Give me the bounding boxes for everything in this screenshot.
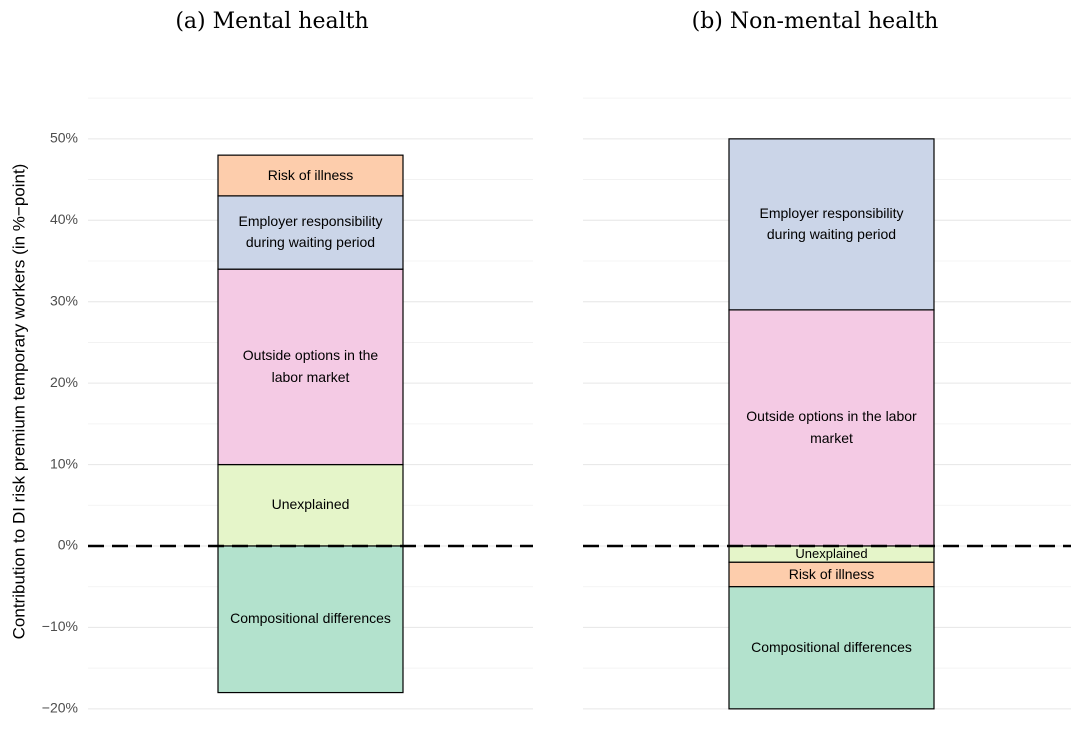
bar-segment bbox=[728, 138, 935, 311]
segment-label: Outside options in the labor market bbox=[242, 347, 379, 385]
segment-label-box: Risk of illness bbox=[267, 166, 354, 183]
segment-label-box: Outside options in the labor market bbox=[746, 408, 917, 446]
segment-label-box: Employer responsibility during waiting p… bbox=[238, 212, 383, 251]
bar-segment bbox=[217, 268, 404, 466]
y-tick-label: 40% bbox=[50, 211, 78, 227]
bar-segment bbox=[728, 586, 935, 710]
y-tick-label: 30% bbox=[50, 292, 78, 308]
panel-title: (a) Mental health bbox=[175, 9, 368, 34]
y-tick-label: 10% bbox=[50, 455, 78, 471]
segment-label: Compositional differences bbox=[230, 610, 391, 627]
panel-title: (b) Non-mental health bbox=[692, 9, 939, 34]
segment-label-box: Risk of illness bbox=[788, 565, 875, 582]
y-tick-label: −10% bbox=[42, 618, 78, 634]
y-tick-label: 50% bbox=[50, 130, 78, 146]
segment-label: Employer responsibility during waiting p… bbox=[759, 204, 904, 243]
segment-label: Compositional differences bbox=[751, 638, 912, 655]
bar-segment bbox=[217, 195, 404, 270]
segment-label-box: Compositional differences bbox=[230, 610, 391, 627]
segment-label: Unexplained bbox=[795, 546, 868, 562]
segment-label: Risk of illness bbox=[788, 565, 875, 582]
segment-label: Outside options in the labor market bbox=[746, 408, 917, 446]
bar-segment bbox=[217, 463, 404, 547]
segment-label: Unexplained bbox=[271, 496, 350, 513]
bar-segment bbox=[217, 545, 404, 694]
bar-segment bbox=[728, 309, 935, 547]
segment-label-box: Employer responsibility during waiting p… bbox=[759, 204, 904, 243]
segment-label: Employer responsibility during waiting p… bbox=[238, 212, 383, 251]
segment-label-box: Outside options in the labor market bbox=[242, 347, 379, 385]
segment-label-box: Unexplained bbox=[271, 496, 350, 513]
y-tick-label: 0% bbox=[58, 537, 78, 553]
segment-label-box: Compositional differences bbox=[751, 638, 912, 655]
segment-label-box: Unexplained bbox=[795, 546, 868, 562]
segment-label: Risk of illness bbox=[267, 166, 354, 183]
bar-segment bbox=[217, 154, 404, 197]
bar-segment bbox=[728, 561, 935, 588]
y-tick-label: 20% bbox=[50, 374, 78, 390]
y-axis-label: Contribution to DI risk premium temporar… bbox=[9, 164, 28, 640]
y-tick-label: −20% bbox=[42, 700, 78, 716]
